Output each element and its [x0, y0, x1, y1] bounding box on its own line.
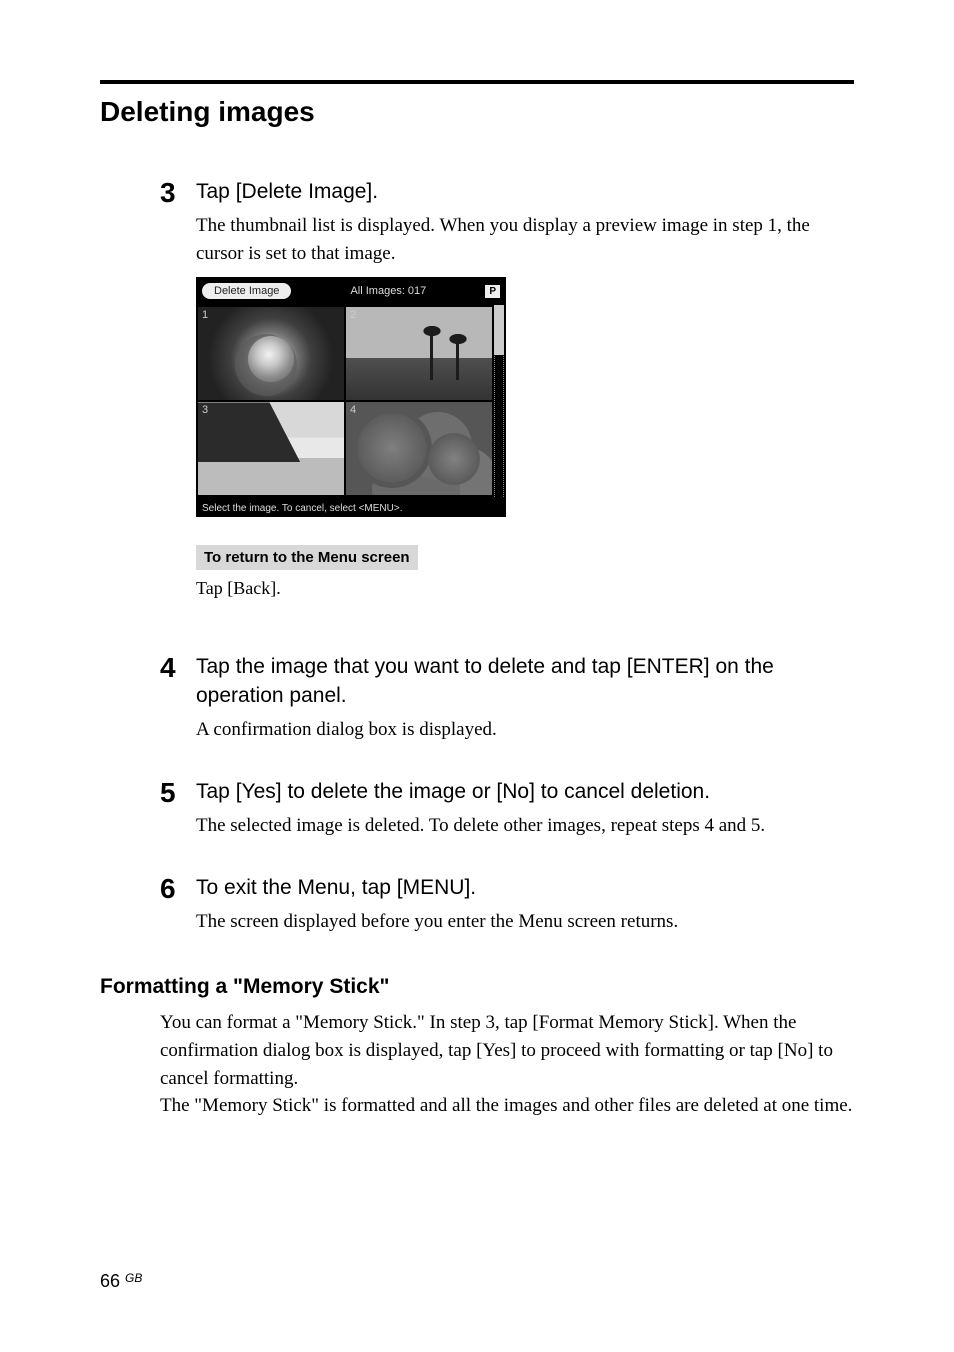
step-heading: To exit the Menu, tap [MENU].	[196, 874, 854, 902]
step-heading: Tap [Delete Image].	[196, 178, 854, 206]
note-label: To return to the Menu screen	[196, 545, 418, 570]
step-heading: Tap [Yes] to delete the image or [No] to…	[196, 778, 854, 806]
palm-tree-icon	[430, 330, 433, 380]
section-title: Deleting images	[100, 96, 854, 128]
mountain-image	[198, 402, 344, 495]
page-number: 66 GB	[100, 1271, 142, 1292]
step-3: 3 Tap [Delete Image]. The thumbnail list…	[160, 178, 854, 629]
thumbnail-grid: 1 2 3	[196, 305, 506, 497]
step-body: Tap [Delete Image]. The thumbnail list i…	[196, 178, 854, 629]
step-number: 6	[160, 874, 196, 946]
screenshot-header: Delete Image All Images: 017 P	[196, 277, 506, 305]
thumbnail-3[interactable]: 3	[198, 402, 344, 495]
step-body: Tap [Yes] to delete the image or [No] to…	[196, 778, 854, 850]
top-rule	[100, 80, 854, 84]
step-number: 4	[160, 653, 196, 753]
step-body: To exit the Menu, tap [MENU]. The screen…	[196, 874, 854, 946]
screenshot-footer: Select the image. To cancel, select <MEN…	[196, 500, 506, 517]
screenshot-title: All Images: 017	[291, 285, 485, 297]
thumbnail-1[interactable]: 1	[198, 307, 344, 400]
step-heading: Tap the image that you want to delete an…	[196, 653, 854, 710]
thumbnail-number: 2	[350, 309, 356, 321]
scrollbar[interactable]	[494, 305, 504, 497]
thumbnail-2[interactable]: 2	[346, 307, 492, 400]
page-gb-label: GB	[125, 1271, 142, 1285]
scrollbar-thumb[interactable]	[494, 305, 504, 355]
rose-image	[198, 307, 344, 400]
beach-image	[346, 307, 492, 400]
thumbnail-number: 1	[202, 309, 208, 321]
step-description: The thumbnail list is displayed. When yo…	[196, 212, 854, 267]
step-5: 5 Tap [Yes] to delete the image or [No] …	[160, 778, 854, 850]
step-description: A confirmation dialog box is displayed.	[196, 716, 854, 744]
subsection-title: Formatting a "Memory Stick"	[100, 975, 854, 999]
step-4: 4 Tap the image that you want to delete …	[160, 653, 854, 753]
note-text: Tap [Back].	[196, 578, 854, 599]
p-badge: P	[485, 285, 500, 298]
subsection-paragraph: The "Memory Stick" is formatted and all …	[160, 1092, 854, 1120]
foliage-image	[346, 402, 492, 495]
step-number: 5	[160, 778, 196, 850]
thumbnail-4[interactable]: 4	[346, 402, 492, 495]
step-description: The selected image is deleted. To delete…	[196, 812, 854, 840]
device-screenshot: Delete Image All Images: 017 P 1 2	[196, 277, 506, 517]
subsection-paragraph: You can format a "Memory Stick." In step…	[160, 1009, 854, 1092]
thumbnail-number: 4	[350, 404, 356, 416]
step-body: Tap the image that you want to delete an…	[196, 653, 854, 753]
page: Deleting images 3 Tap [Delete Image]. Th…	[0, 0, 954, 1352]
palm-tree-icon	[456, 338, 459, 380]
delete-image-button[interactable]: Delete Image	[202, 283, 291, 299]
steps-list: 3 Tap [Delete Image]. The thumbnail list…	[160, 178, 854, 945]
page-number-value: 66	[100, 1271, 120, 1291]
thumbnail-number: 3	[202, 404, 208, 416]
subsection-body: You can format a "Memory Stick." In step…	[160, 1009, 854, 1119]
step-description: The screen displayed before you enter th…	[196, 908, 854, 936]
step-6: 6 To exit the Menu, tap [MENU]. The scre…	[160, 874, 854, 946]
step-number: 3	[160, 178, 196, 629]
